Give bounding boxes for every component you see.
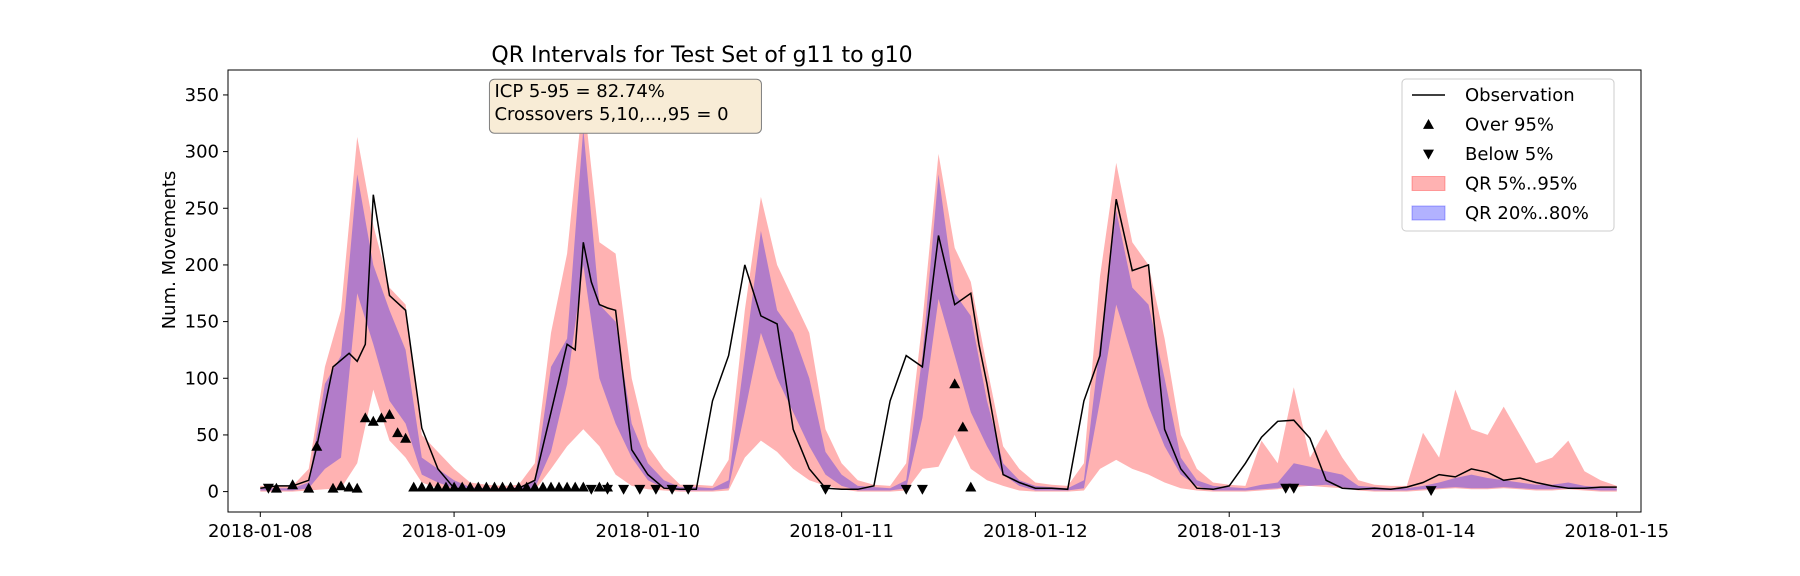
over-95-marker <box>521 481 533 492</box>
plot-area <box>260 94 1617 496</box>
below-5-marker <box>585 484 597 495</box>
below-5-marker <box>602 484 613 495</box>
over-95-marker <box>448 481 460 492</box>
x-tick-label: 2018-01-15 <box>1564 521 1669 542</box>
below-5-marker <box>634 484 646 495</box>
x-tick-label: 2018-01-10 <box>596 521 701 542</box>
over-95-marker <box>545 481 557 492</box>
over-95-marker <box>505 481 517 492</box>
over-95-marker <box>359 412 371 423</box>
annotation-box: ICP 5-95 = 82.74%Crossovers 5,10,...,95 … <box>488 78 762 134</box>
over-95-marker <box>303 482 315 493</box>
over-95-marker <box>577 481 589 492</box>
over-95-marker <box>456 481 468 492</box>
qr-20-80-band <box>260 128 1617 491</box>
over-95-marker <box>464 481 476 492</box>
legend-patch-swatch <box>1411 205 1446 221</box>
x-tick-label: 2018-01-11 <box>789 521 894 542</box>
y-tick-label: 150 <box>185 312 219 333</box>
over-95-marker <box>375 412 387 423</box>
over-95-marker <box>569 481 581 492</box>
y-tick-label: 200 <box>185 255 219 276</box>
x-tick-label: 2018-01-09 <box>402 521 507 542</box>
over-95-marker <box>553 481 565 492</box>
below-5-marker <box>916 484 928 495</box>
over-95-marker <box>287 479 299 490</box>
legend: Observation Over 95% Below 5% QR 5%..95% QR … <box>1401 78 1615 232</box>
x-tick-label: 2018-01-14 <box>1371 521 1476 542</box>
below-5-marker <box>900 484 912 495</box>
over-95-marker <box>949 378 961 389</box>
over-95-marker <box>561 481 573 492</box>
over-95-marker <box>957 421 969 432</box>
over-95-marker <box>367 415 379 426</box>
over-95-marker <box>343 481 355 492</box>
legend-label: QR 20%..80% <box>1465 203 1589 224</box>
x-tick-label: 2018-01-08 <box>208 521 313 542</box>
y-axis-label: Num. Movements <box>159 171 180 330</box>
annotation-background <box>488 78 762 134</box>
over-95-marker <box>311 440 323 451</box>
over-95-marker <box>400 432 412 443</box>
legend-label: QR 5%..95% <box>1465 174 1577 195</box>
below-5-marker <box>1280 483 1292 494</box>
y-tick-label: 350 <box>185 85 219 106</box>
legend-patch-swatch <box>1411 176 1446 191</box>
over-95-marker <box>965 481 977 492</box>
over-95-marker <box>513 481 525 492</box>
legend-frame <box>1401 78 1615 232</box>
legend-label: Observation <box>1465 85 1575 106</box>
y-tick-label: 100 <box>185 368 219 389</box>
below-5-marker <box>1288 483 1300 494</box>
legend-label: Over 95% <box>1465 115 1554 136</box>
y-axis: 0 50 100 150 200 250 300 350 <box>185 85 228 503</box>
below-5-marker <box>682 484 694 495</box>
y-tick-label: 300 <box>185 142 219 163</box>
below-5-marker <box>820 484 831 495</box>
over-95-marker <box>529 481 541 492</box>
over-95-marker <box>480 481 492 492</box>
x-axis: 2018-01-08 2018-01-09 2018-01-10 2018-01-11… <box>208 512 1669 542</box>
over-95-marker <box>416 481 428 492</box>
over-95-marker <box>497 481 508 492</box>
over-95-marker <box>408 481 420 492</box>
annotation-line: ICP 5-95 = 82.74% <box>494 81 664 102</box>
below-5-marker <box>618 484 630 495</box>
below-5-marker <box>650 484 662 495</box>
over-95-marker <box>593 481 605 492</box>
chart-title: QR Intervals for Test Set of g11 to g10 <box>491 43 912 68</box>
over-95-marker <box>335 480 347 491</box>
qr-5-95-band <box>260 94 1617 492</box>
over-95-marker <box>270 482 282 493</box>
y-tick-label: 0 <box>208 482 219 503</box>
x-tick-label: 2018-01-13 <box>1177 521 1282 542</box>
below-5-marker <box>1425 486 1437 496</box>
over-95-marker <box>424 481 436 492</box>
legend-over-95-swatch <box>1423 119 1434 129</box>
plot-frame <box>227 69 1642 513</box>
over-95-marker <box>472 481 484 492</box>
over-95-marker <box>384 409 395 419</box>
over-95-marker <box>432 481 444 492</box>
annotation-line: Crossovers 5,10,...,95 = 0 <box>494 104 728 125</box>
over-95-marker <box>351 482 363 493</box>
over-95-marker <box>440 481 452 492</box>
over-95-marker <box>392 427 404 438</box>
over-95-marker <box>537 481 549 492</box>
below-5-marker <box>666 484 678 495</box>
legend-below-5-swatch <box>1423 149 1434 160</box>
y-tick-label: 50 <box>196 425 219 446</box>
legend-label: Below 5% <box>1465 144 1553 165</box>
y-tick-label: 250 <box>185 198 219 219</box>
over-95-marker <box>489 481 500 492</box>
below-5-marker <box>262 483 274 494</box>
x-tick-label: 2018-01-12 <box>983 521 1088 542</box>
